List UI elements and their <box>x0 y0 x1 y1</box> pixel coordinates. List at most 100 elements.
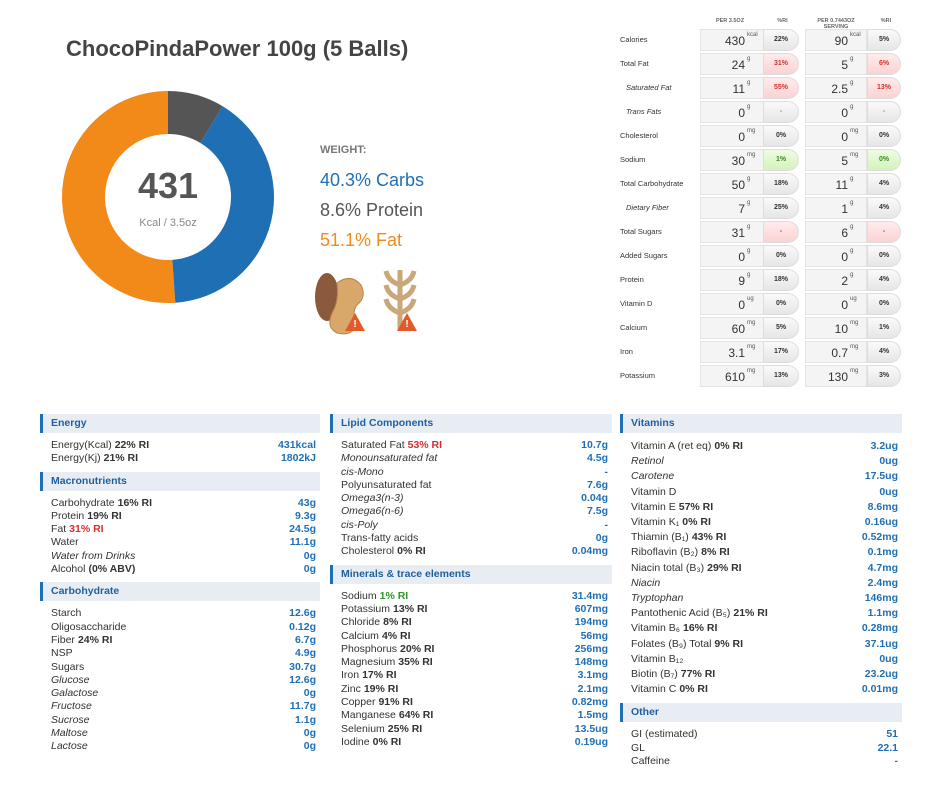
nutrient-label: Iodine 0% RI <box>341 736 401 749</box>
nutrient-row: Omega6(n-6) 7.5g <box>341 505 608 518</box>
nutrient-name: Glucose <box>51 673 90 686</box>
section: Other GI (estimated) 51 GL 22.1 Caffeine - <box>620 703 902 774</box>
nutrient-row: Water from Drinks 0g <box>51 550 316 563</box>
ri-value: 0% RI <box>682 516 711 529</box>
ri-pill: - <box>763 101 799 123</box>
donut-segment <box>168 91 223 143</box>
label-row: Trans Fats 0 g -0 g - <box>615 100 905 124</box>
nutrient-row: Pantothenic Acid (B₅) 21% RI 1.1mg <box>631 606 898 621</box>
legend: WEIGHT: 40.3% Carbs 8.6% Protein 51.1% Fat <box>320 144 424 260</box>
label-row: Calories 430 kcal 22% 90 kcal 5% <box>615 28 905 52</box>
label-row: Calcium 60 mg 5% 10 mg 1% <box>615 316 905 340</box>
nutrient-name: Saturated Fat <box>341 439 405 451</box>
nutrient-value: 0.04g <box>581 492 608 505</box>
value-cell: 30 mg <box>700 149 764 171</box>
warning-mark: ! <box>405 319 408 330</box>
value: 11 <box>835 178 848 192</box>
nutrient-value: 431kcal <box>278 439 316 451</box>
nutrient-row: Caffeine - <box>631 755 898 768</box>
warning-icon <box>397 313 417 331</box>
ri-pill: 3% <box>867 365 901 387</box>
ri-pill: 5% <box>867 29 901 51</box>
unit: mg <box>747 152 756 158</box>
value-cell: 0 ug <box>805 293 867 315</box>
nutrient-name: Water from Drinks <box>51 549 136 562</box>
nutrient-name: GI (estimated) <box>631 728 698 741</box>
nutrient-name: Iron <box>341 669 360 682</box>
nutrient-name: Cholesterol <box>341 545 395 558</box>
ri-pill: 18% <box>763 269 799 291</box>
nutrient-label: Tryptophan <box>631 591 683 606</box>
ri-value: 9% RI <box>714 637 744 650</box>
nutrient-row: Vitamin A (ret eq) 0% RI 3.2ug <box>631 439 898 454</box>
label-row: Total Fat 24 g 31% 5 g 6% <box>615 52 905 76</box>
nutrient-value: 24.5g <box>289 523 316 536</box>
nutrient-label: Trans-fatty acids <box>341 532 418 545</box>
nutrient-label: cis-Poly <box>341 519 378 532</box>
nutrient-row: Water 11.1g <box>51 536 316 549</box>
nutrient-label: Chloride 8% RI <box>341 616 412 629</box>
nutrient-label: Sodium 1% RI <box>341 590 408 603</box>
nutrient-label: Glucose <box>51 674 90 687</box>
column-header: PER 3.5OZ <box>715 18 745 24</box>
unit: g <box>747 224 751 230</box>
value-cell: 11 g <box>805 173 867 195</box>
nutrient-name: Carbohydrate <box>51 496 115 509</box>
nutrient-name: Niacin total (B₃) <box>631 561 705 574</box>
ri-pill: 0% <box>867 125 901 147</box>
nutrient-value: 607mg <box>574 602 608 615</box>
nutrient-name: Thiamin (B₁) <box>631 531 689 544</box>
nutrient-label: Omega6(n-6) <box>341 505 403 518</box>
ri-pill: 0% <box>867 245 901 267</box>
nutrient-name: Phosphorus <box>341 642 398 655</box>
nutrient-row: Vitamin D 0ug <box>631 485 898 500</box>
ri-pill: 22% <box>763 29 799 51</box>
section: Energy Energy(Kcal) 22% RI 431kcal Energy(Kj… <box>40 414 320 472</box>
nutrient-label: Vitamin D <box>631 485 676 500</box>
unit: mg <box>850 128 859 134</box>
ri-value: 29% RI <box>707 561 742 574</box>
almond-icon <box>315 273 339 321</box>
nutrient-value: 22.1 <box>877 741 898 754</box>
nutrient-name: Sodium <box>620 155 646 164</box>
ri-value: 21% RI <box>103 452 139 465</box>
ri-pill: 0% <box>763 293 799 315</box>
nutrient-label: Water from Drinks <box>51 550 135 563</box>
section-header: Energy <box>40 414 320 433</box>
nutrient-label: Fructose <box>51 700 92 713</box>
value-cell: 5 mg <box>805 149 867 171</box>
nutrient-row: Sucrose 1.1g <box>51 714 316 727</box>
nutrient-label: Manganese 64% RI <box>341 709 433 722</box>
nutrient-label: Vitamin A (ret eq) 0% RI <box>631 439 743 454</box>
nutrient-value: 0g <box>303 740 316 753</box>
nutrient-label: Folates (B₉) Total 9% RI <box>631 637 743 652</box>
value-cell: 0 mg <box>700 125 764 147</box>
section-rows: Energy(Kcal) 22% RI 431kcal Energy(Kj) 21% R… <box>40 433 320 472</box>
value-cell: 2.5 g <box>805 77 867 99</box>
nutrient-name: Oligosaccharide <box>51 620 127 633</box>
ri-value: 0% RI <box>372 735 402 748</box>
nutrient-row: Folates (B₉) Total 9% RI 37.1ug <box>631 637 898 652</box>
unit: g <box>850 224 854 230</box>
ri-value: 24% RI <box>77 633 113 646</box>
unit: g <box>850 272 854 278</box>
ri-value: 19% RI <box>363 682 399 695</box>
nutrient-name: Energy(Kcal) <box>51 439 112 451</box>
nutrient-name: Trans Fats <box>626 107 662 116</box>
nutrient-row: Protein 19% RI 9.3g <box>51 510 316 523</box>
ri-value: 21% RI <box>733 607 768 620</box>
nutrient-value: 0g <box>595 532 608 545</box>
section-header: Other <box>620 703 902 723</box>
nutrient-value: 17.5ug <box>864 470 898 483</box>
nutrient-label: Iron 17% RI <box>341 669 397 682</box>
nutrient-name: Vitamin A (ret eq) <box>631 440 712 452</box>
nutrient-value: 9.3g <box>294 509 316 522</box>
nutrient-label: Copper 91% RI <box>341 696 413 709</box>
nutrient-name: Sugars <box>51 660 85 673</box>
section: Macronutrients Carbohydrate 16% RI 43g Prote… <box>40 471 320 583</box>
nutrient-label: Vitamin B₆ 16% RI <box>631 621 717 636</box>
nutrient-row: Maltose 0g <box>51 727 316 740</box>
nutrient-row: Cholesterol 0% RI 0.04mg <box>341 545 608 558</box>
